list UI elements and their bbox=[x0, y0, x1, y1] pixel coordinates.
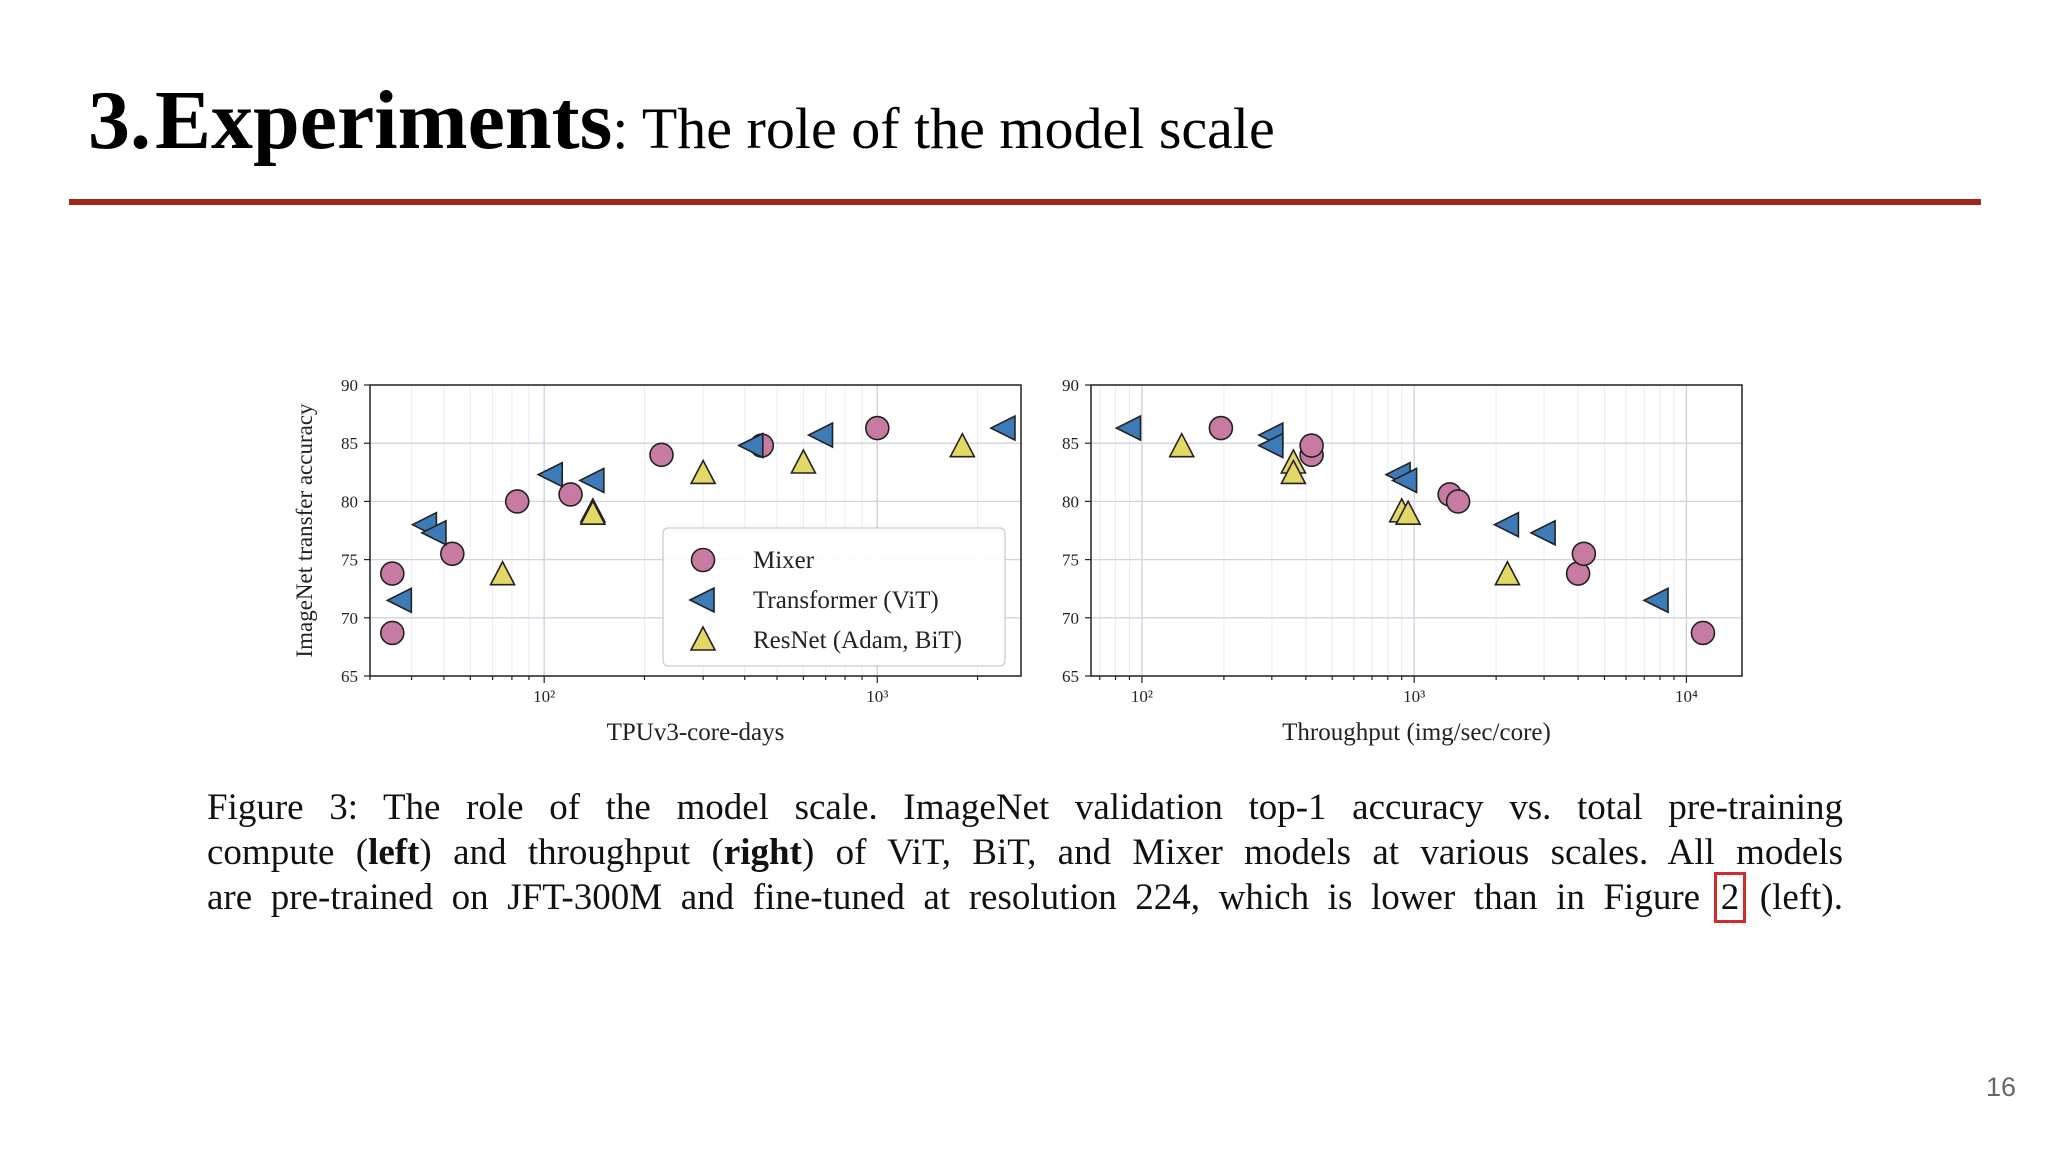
legend-label: Mixer bbox=[753, 547, 815, 574]
caption-line-1: Figure 3: The role of the model scale. I… bbox=[207, 787, 1843, 828]
legend-marker bbox=[690, 547, 716, 573]
legend-label: Transformer (ViT) bbox=[753, 587, 939, 614]
vit-point bbox=[1642, 587, 1669, 614]
resnet-point bbox=[579, 499, 607, 526]
y-tick-label: 70 bbox=[1062, 609, 1079, 628]
y-tick-label: 80 bbox=[341, 492, 358, 511]
caption-text: compute ( bbox=[207, 832, 369, 873]
x-tick-label: 10³ bbox=[1403, 687, 1425, 706]
mixer-point bbox=[1571, 541, 1597, 567]
legend-marker bbox=[688, 586, 715, 614]
y-tick-label: 80 bbox=[1062, 492, 1079, 511]
vit-point bbox=[385, 587, 413, 614]
title-keyword: Experiments bbox=[155, 74, 613, 167]
y-axis-label: ImageNet transfer accuracy bbox=[292, 403, 317, 658]
vit-point bbox=[1114, 414, 1142, 442]
chart-legend: Mixer Transformer (ViT) ResNet (Adam, BiT) bbox=[662, 527, 1006, 667]
title-subtitle: : The role of the model scale bbox=[612, 96, 1275, 161]
y-tick-label: 75 bbox=[1062, 551, 1079, 570]
resnet-point bbox=[689, 458, 717, 485]
vit-point bbox=[737, 432, 764, 459]
vit-point bbox=[989, 414, 1016, 442]
mixer-point bbox=[1690, 620, 1716, 646]
figure-caption: Figure 3: The role of the model scale. I… bbox=[207, 785, 1843, 923]
title-divider bbox=[69, 199, 1981, 205]
page-number: 16 bbox=[1985, 1072, 2016, 1102]
chart-compute: 65 70 75 80 85 90 10² 10³ TPUv3-core-days ImageNe… bbox=[292, 376, 1022, 746]
caption-bold-right: right bbox=[723, 832, 802, 873]
caption-text: (left). bbox=[1741, 877, 1843, 918]
vit-point bbox=[420, 519, 447, 547]
plot-frame bbox=[369, 384, 1022, 677]
vit-point bbox=[1257, 432, 1284, 459]
x-axis-label: TPUv3-core-days bbox=[607, 719, 785, 746]
resnet-point bbox=[489, 560, 516, 586]
vit-point bbox=[536, 461, 564, 488]
y-tick-label: 85 bbox=[341, 434, 358, 453]
caption-text: are pre-trained on JFT-300M and fine-tun… bbox=[207, 877, 1719, 918]
resnet-point bbox=[1280, 458, 1307, 485]
resnet-point bbox=[790, 448, 817, 474]
mixer-point bbox=[865, 415, 890, 441]
x-axis-label: Throughput (img/sec/core) bbox=[1282, 719, 1551, 746]
figure-plots: 65 70 75 80 85 90 10² 10³ TPUv3-core-days ImageNe… bbox=[292, 376, 1743, 746]
x-tick-label: 10² bbox=[1131, 687, 1153, 706]
x-tick-label: 10² bbox=[533, 687, 555, 706]
y-tick-label: 90 bbox=[1062, 376, 1079, 395]
y-tick-label: 90 bbox=[341, 376, 358, 395]
caption-line-2: compute (left) and throughput (right) of… bbox=[207, 830, 1843, 875]
caption-line-3: are pre-trained on JFT-300M and fine-tun… bbox=[207, 872, 1843, 923]
mixer-point bbox=[1445, 489, 1471, 514]
vit-point bbox=[806, 421, 834, 449]
x-tick-label: 10⁴ bbox=[1675, 687, 1698, 706]
mixer-point bbox=[1208, 415, 1234, 441]
caption-text: ) and throughput ( bbox=[419, 832, 724, 873]
legend-marker bbox=[689, 625, 717, 651]
legend-box bbox=[662, 527, 1006, 667]
plot-frame bbox=[1090, 384, 1743, 677]
chart-throughput: 65 70 75 80 85 90 10² 10³ 10⁴ Throughput (img/sec… bbox=[1062, 376, 1743, 746]
y-tick-label: 65 bbox=[1062, 667, 1079, 686]
mixer-point bbox=[380, 561, 405, 586]
y-tick-label: 70 bbox=[341, 609, 358, 628]
mixer-point bbox=[440, 541, 465, 567]
mixer-point bbox=[649, 442, 674, 468]
caption-text: ) of ViT, BiT, and Mixer models at vario… bbox=[801, 832, 1844, 873]
resnet-point bbox=[1494, 560, 1521, 586]
x-tick-label: 10³ bbox=[866, 687, 888, 706]
y-tick-label: 85 bbox=[1062, 434, 1079, 453]
slide-title: 3. Experiments: The role of the model sc… bbox=[88, 72, 1275, 169]
vit-point bbox=[578, 467, 605, 494]
legend-label: ResNet (Adam, BiT) bbox=[753, 627, 962, 654]
y-tick-label: 65 bbox=[341, 667, 358, 686]
resnet-point bbox=[1168, 431, 1196, 458]
vit-point bbox=[1529, 519, 1556, 547]
mixer-point bbox=[504, 489, 530, 514]
mixer-point bbox=[1299, 433, 1324, 458]
y-tick-label: 75 bbox=[341, 551, 358, 570]
resnet-point bbox=[949, 431, 976, 458]
vit-point bbox=[1492, 511, 1520, 538]
resnet-point bbox=[1394, 499, 1422, 526]
mixer-point bbox=[558, 482, 583, 507]
vit-point bbox=[1390, 467, 1418, 494]
mixer-point bbox=[380, 620, 405, 646]
title-number: 3. bbox=[88, 74, 151, 167]
caption-bold-left: left bbox=[368, 832, 420, 873]
figure-reference-link[interactable]: 2 bbox=[1713, 872, 1747, 923]
